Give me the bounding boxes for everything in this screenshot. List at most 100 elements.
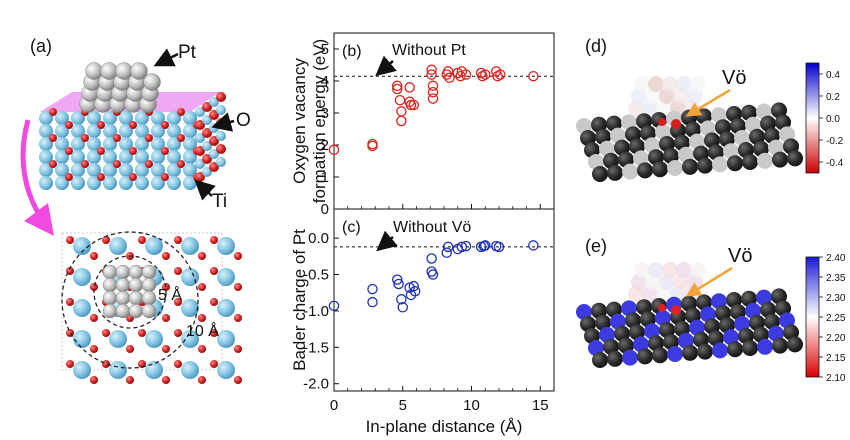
annotation-without-vacancy: Without Vö [393,219,471,236]
side-atom [195,146,205,156]
cluster-atom [676,262,692,278]
radius-10-label: 10 Å [186,321,219,340]
o-atom [97,121,105,129]
colorbar-tick-label: 2.10 [826,373,846,384]
data-point [405,99,417,111]
ti-atom [39,137,53,151]
panel-d: (d) Vö 0.4 0.2 0.0 -0.2 -0.4 [576,36,844,182]
pt-atom-top [115,264,131,280]
cluster-atom [662,76,678,92]
data-point [426,69,437,80]
o-atom-top [138,329,146,337]
slab-atom [652,347,668,364]
ti-atom [151,150,165,164]
slab-atom [667,160,683,176]
ti-atom [71,137,85,151]
colorbar-tick-label: 0.0 [826,114,840,125]
data-point [391,80,403,92]
slab-atom [757,338,773,355]
side-atom [202,167,212,177]
o-atom-top [198,376,206,384]
pt-atom-top [102,303,118,319]
data-point [444,72,455,84]
data-point [460,69,472,80]
data-point [427,80,439,92]
ti-atom [183,163,197,177]
pt-cluster-3d [79,62,161,113]
o-atom-top [174,329,182,337]
o-atom-top [90,376,98,384]
slab-atom [787,150,803,167]
ti-atom [71,124,85,138]
ti-atom-top [217,361,235,379]
o-atom [65,147,73,155]
ti-atom-top [217,237,235,255]
y-tick-label: 5 [321,41,329,58]
y-label-c: Bader charge of Pt [290,229,309,371]
y-tick-label: -1.0 [303,303,329,320]
ti-atom [87,163,101,177]
vacancy-arrow-d [685,88,731,117]
panel-e: (e) Vö 2.40 2.35 2.30 2.25 2.20 2.15 2.10 [576,236,846,384]
cluster-atom [690,76,706,92]
side-atom [209,97,219,107]
data-point [393,278,404,290]
radius-10-circle [61,231,199,369]
pt-atom [85,62,103,80]
ti-atom-top [181,237,199,255]
ti-atom [167,150,181,164]
data-point [460,240,472,252]
o-atom-top [174,236,182,244]
o-atom-top [90,252,98,260]
o-atom-top [198,283,206,291]
ti-atom [119,163,133,177]
ti-atom [87,124,101,138]
ti-atom-top [73,361,91,379]
slab-d [576,76,803,182]
o-atom [129,173,137,181]
ti-atom-top [109,361,127,379]
ti-atom [119,176,133,190]
o-atom-top [234,283,242,291]
cluster-atom [673,88,689,104]
ti-atom [55,124,69,138]
data-point [367,296,378,308]
ti-atom [167,111,181,125]
pt-atom-top [141,303,157,319]
data-point [408,99,419,111]
data-point [426,253,437,264]
tio2-slab-3d [39,92,226,190]
cluster-atom [673,274,689,290]
o-atom-top [90,314,98,322]
colorbar-tick-label: 0.2 [826,92,840,103]
ti-atom-top [217,299,235,317]
data-point [367,138,378,150]
o-atom-top [126,345,134,353]
slab-atom [772,151,788,168]
vacancy-site-atom [658,304,666,312]
colorbar-tick-label: 2.30 [826,293,846,304]
arrow-without-pt [375,55,397,77]
cluster-atom [634,262,650,278]
panel-d-label: (d) [585,36,607,56]
data-point [394,94,406,106]
data-point [427,269,439,280]
ti-atom [71,176,85,190]
cluster-atom [631,274,647,290]
y-tick-label: 2 [321,137,329,154]
colorbar-e-ticks: 2.40 2.35 2.30 2.25 2.20 2.15 2.10 [819,253,846,384]
data-point [493,241,505,253]
pt-atom [143,73,161,91]
pt-atom-top [128,264,144,280]
ti-atom-top [109,237,127,255]
o-atom-top [102,329,110,337]
o-atom-top [210,298,218,306]
slab-atom [712,342,728,359]
slab-atom [637,348,653,365]
slab-atom [652,161,668,178]
vacancy-site-atom [671,119,681,129]
data-point [328,144,340,156]
o-atom-top [126,376,134,384]
y-tick-label: 1 [321,169,329,186]
